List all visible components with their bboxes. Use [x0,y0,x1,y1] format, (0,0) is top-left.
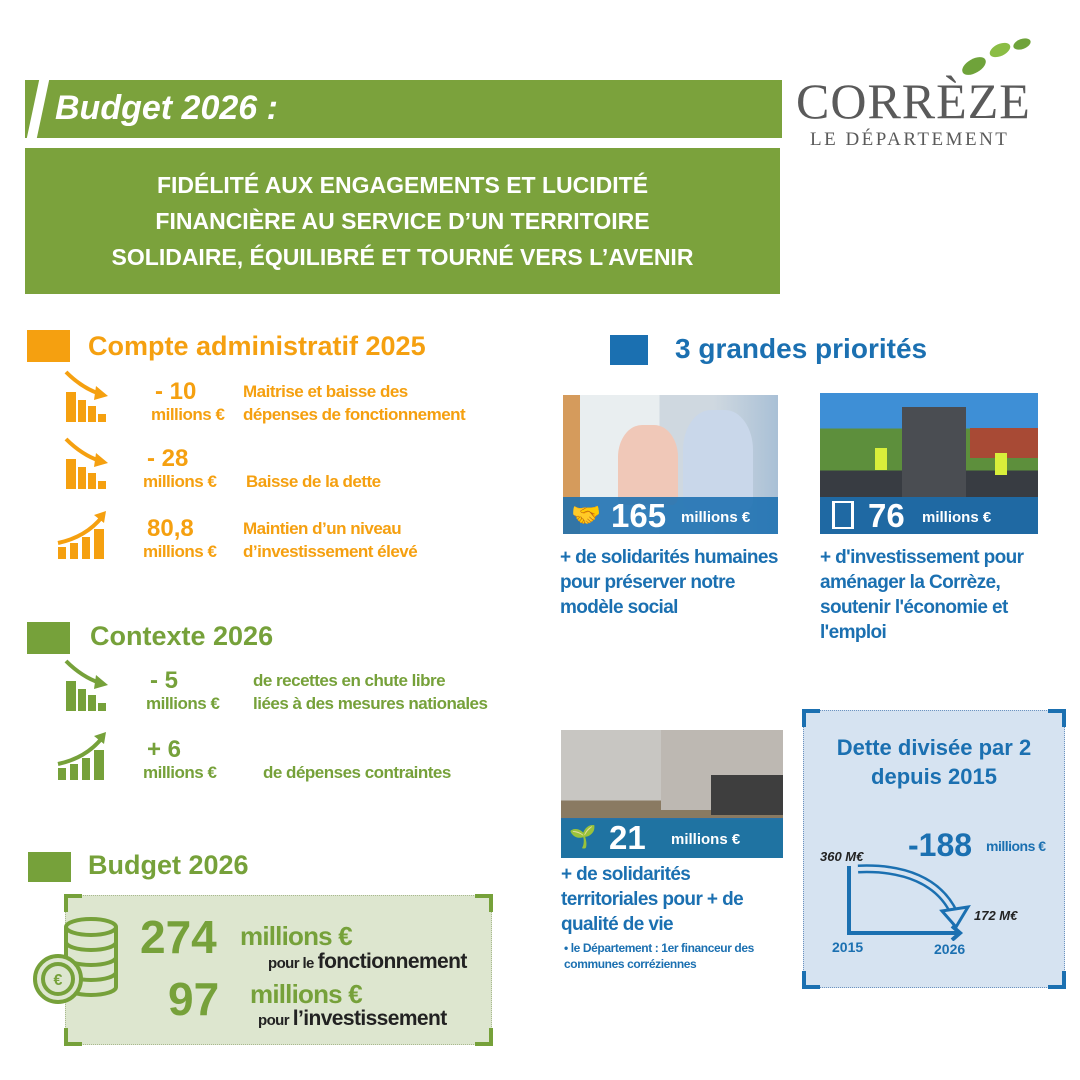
priority-note: • le Département : 1er financeur des com… [564,941,754,971]
stat-value: - 5 [150,667,179,694]
amount-unit: millions € [671,831,741,848]
logo-name: CORRÈZE [796,73,1031,129]
section-title-priorites: 3 grandes priorités [675,333,928,364]
photo-solidarites-humaines: 🤝 165 millions € [563,395,778,534]
chart-down-icon [60,437,110,496]
stat-description: de dépenses contraintes [263,763,451,782]
amount-value: 165 [611,497,667,534]
section-marker [28,852,71,882]
stat-unit: millions € [143,763,217,782]
budget-unit: millions € [240,921,353,951]
section-marker [27,330,70,362]
coins-euro-icon: € [33,917,118,1004]
subtitle-line: FINANCIÈRE AU SERVICE D’UN TERRITOIRE [155,208,650,234]
stat-description: Maitrise et baisse des dépenses de foncti… [243,382,466,424]
stat-unit: millions € [151,405,225,424]
section-title-contexte: Contexte 2026 [90,621,274,651]
stat-unit: millions € [146,694,220,713]
section-title-compte: Compte administratif 2025 [88,331,426,361]
chart-down-icon [60,659,110,718]
budget-label: l’investissement [292,1007,447,1030]
amount-unit: millions € [922,509,992,526]
priority-caption: + d'investissement pour aménager la Corr… [820,547,1024,643]
budget-unit: millions € [250,979,363,1009]
photo-investissement: 76 millions € [820,393,1038,534]
leaves-icon [962,38,1031,75]
budget-pre: pour le [268,955,314,972]
dette-delta: -188 [908,827,973,863]
stat-unit: millions € [143,472,217,491]
chart-up-icon [56,507,112,566]
photo-solidarites-territoriales: 🌱 21 millions € [561,730,783,858]
dette-title: depuis 2015 [871,764,997,789]
stat-description: Maintien d’un niveau d’investissement éle… [243,519,418,561]
handshake-icon: 🤝 [571,502,601,529]
budget-pre: pour [258,1012,290,1029]
amount-banner: 🤝 165 millions € [563,497,778,534]
stat-description: de recettes en chute libre liées à des me… [253,671,488,713]
amount-banner: 🌱 21 millions € [561,818,783,858]
x-label-end: 2026 [934,941,966,957]
dette-start-label: 360 M€ [820,849,864,864]
dette-end-label: 172 M€ [974,908,1018,923]
correze-logo: CORRÈZE LE DÉPARTEMENT [796,36,1046,150]
budget-fonctionnement-value: 274 [140,911,217,963]
amount-value: 21 [609,819,646,856]
x-label-start: 2015 [832,939,864,955]
banner-stripe [26,80,50,138]
stat-value: 80,8 [147,515,194,542]
amount-unit: millions € [681,509,751,526]
section-marker [27,622,70,654]
chart-up-icon [56,728,112,787]
subtitle-line: SOLIDAIRE, ÉQUILIBRÉ ET TOURNÉ VERS L’AV… [111,244,694,270]
budget-label: fonctionnement [317,950,468,973]
stat-unit: millions € [143,542,217,561]
page-title: Budget 2026 : [55,89,278,127]
section-marker [610,335,648,365]
stat-value: - 28 [147,445,189,472]
priority-caption: + de solidarités humaines pour préserver… [560,547,778,618]
dette-box: Dette divisée par 2 depuis 2015 -188 mil… [802,709,1066,989]
hand-plant-icon: 🌱 [569,824,597,849]
amount-banner: 76 millions € [820,497,1038,534]
chart-down-icon [60,370,110,429]
budget-box [64,894,493,1046]
stat-description: Baisse de la dette [246,472,381,491]
subtitle-box: FIDÉLITÉ AUX ENGAGEMENTS ET LUCIDITÉ FIN… [25,148,780,294]
amount-value: 76 [868,497,905,534]
section-title-budget: Budget 2026 [88,850,249,880]
svg-text:€: € [54,972,63,989]
stat-value: + 6 [147,736,182,763]
subtitle-line: FIDÉLITÉ AUX ENGAGEMENTS ET LUCIDITÉ [156,172,649,198]
budget-investissement-value: 97 [168,973,220,1025]
priority-caption: + de solidarités territoriales pour + de… [561,864,744,935]
title-banner: Budget 2026 : [25,80,782,138]
debt-decline-graphic [847,864,971,941]
stat-value: - 10 [155,378,197,405]
dette-title: Dette divisée par 2 [836,735,1032,760]
logo-tagline: LE DÉPARTEMENT [810,129,1010,150]
dette-delta-unit: millions € [986,838,1046,854]
road-icon [832,501,854,529]
